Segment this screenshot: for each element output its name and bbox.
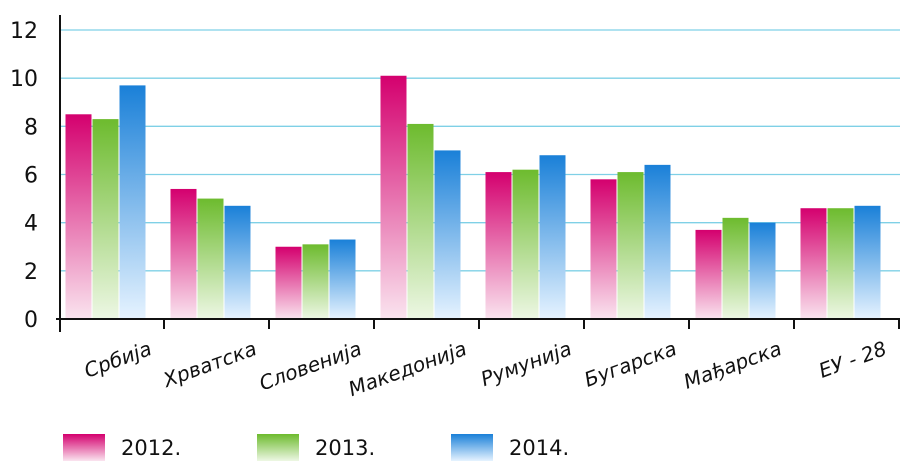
- y-tick-label: 6: [24, 164, 38, 189]
- x-tick-label: Македонија: [345, 336, 470, 401]
- bar-2013-2: [302, 244, 329, 319]
- bar-2012-5: [590, 179, 617, 319]
- bar-2013-7: [827, 208, 854, 319]
- bar-2014-7: [854, 205, 881, 319]
- bar-2014-5: [644, 164, 671, 319]
- bar-2012-3: [380, 75, 407, 319]
- bar-2014-1: [224, 205, 251, 319]
- x-tick-label: Србија: [81, 336, 155, 382]
- x-tick-label: Мађарска: [680, 336, 784, 394]
- y-tick-label: 2: [24, 260, 38, 285]
- bar-2014-2: [329, 239, 356, 319]
- bar-2013-6: [722, 217, 749, 319]
- bar-2012-0: [65, 114, 92, 320]
- bar-2014-6: [749, 222, 776, 319]
- bar-2014-3: [434, 150, 461, 319]
- bar-2013-0: [92, 119, 119, 319]
- x-tick-label: Бугарска: [581, 336, 680, 392]
- y-tick-label: 4: [24, 212, 38, 237]
- bars: [65, 75, 881, 320]
- x-tick-label: ЕУ - 28: [816, 336, 890, 383]
- bar-2012-2: [275, 246, 302, 319]
- bar-2012-6: [695, 229, 722, 319]
- y-tick-label: 0: [24, 308, 38, 333]
- bar-2013-3: [407, 123, 434, 319]
- bar-2012-7: [800, 208, 827, 319]
- bar-2014-4: [539, 155, 566, 319]
- bar-2013-1: [197, 198, 224, 319]
- bar-2013-5: [617, 172, 644, 319]
- y-tick-labels: 0 2 4 6 8 10 12: [10, 19, 38, 333]
- y-tick-label: 12: [10, 19, 38, 44]
- y-tick-label: 8: [24, 115, 38, 140]
- bar-2013-4: [512, 169, 539, 319]
- y-tick-label: 10: [10, 67, 38, 92]
- x-tick-label: Румунија: [477, 336, 574, 391]
- axes: [56, 15, 900, 332]
- x-tick-label: Хрватска: [159, 336, 260, 392]
- bar-2012-1: [170, 188, 197, 319]
- bar-2014-0: [119, 85, 146, 320]
- bar-2012-4: [485, 172, 512, 319]
